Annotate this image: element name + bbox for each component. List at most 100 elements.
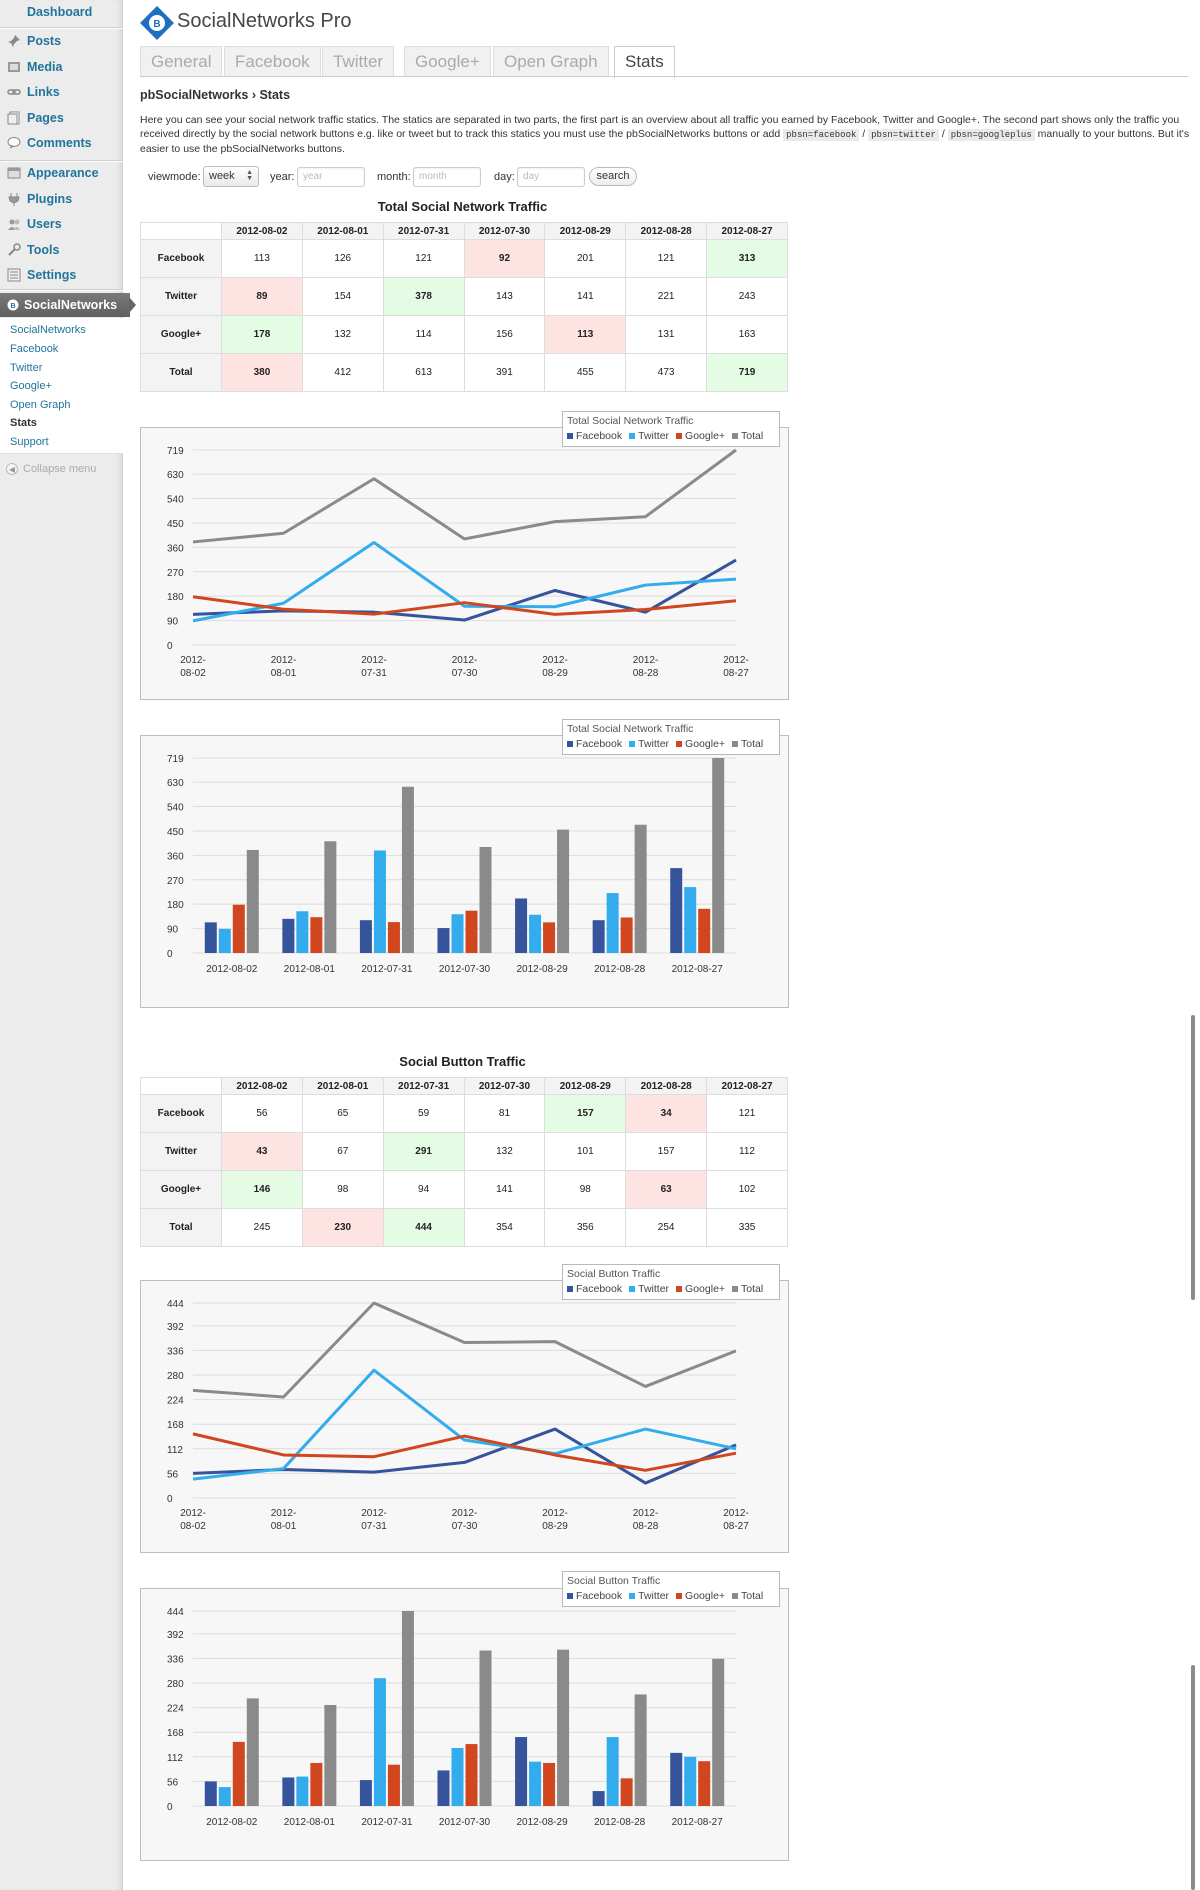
bar-total — [712, 758, 725, 953]
table-cell: 455 — [544, 353, 627, 392]
bar-googleplus — [387, 1764, 400, 1806]
x-tick-label: 2012- — [452, 1508, 478, 1519]
legend-swatch — [732, 1286, 739, 1292]
menu-posts[interactable]: Posts — [0, 29, 123, 53]
y-tick-label: 112 — [167, 1445, 183, 1456]
x-tick-label: 08-29 — [542, 1521, 568, 1532]
legend-item: Google+ — [676, 1590, 725, 1602]
bar-total — [557, 1649, 570, 1806]
x-tick-label: 07-31 — [361, 1521, 387, 1532]
submenu-googleplus[interactable]: Google+ — [10, 380, 52, 392]
legend-swatch — [676, 741, 683, 747]
menu-pages[interactable]: Pages — [0, 106, 123, 130]
button-bar-chart: 0 56 112 168 224 280 336 392 444 2012-08-02 2012-0… — [140, 1588, 789, 1861]
bar-googleplus — [698, 908, 711, 953]
table-cell: 132 — [463, 1132, 546, 1171]
menu-appearance[interactable]: Appearance — [0, 161, 123, 185]
month-label: month: — [377, 171, 411, 183]
x-tick-label: 2012- — [180, 1508, 206, 1519]
column-header: 2012-08-28 — [625, 1077, 708, 1095]
submenu-stats[interactable]: Stats — [10, 417, 37, 429]
socialnetworks-logo-icon: B — [7, 299, 19, 311]
table-cell: 291 — [382, 1132, 465, 1171]
viewmode-label: viewmode: — [148, 171, 201, 183]
column-header: 2012-07-31 — [382, 222, 465, 240]
menu-separator — [0, 289, 123, 291]
x-tick-label: 07-30 — [452, 1521, 478, 1532]
menu-comments[interactable]: Comments — [0, 131, 123, 155]
column-header: 2012-08-02 — [221, 1077, 303, 1095]
y-tick-label: 336 — [167, 1346, 184, 1357]
table-cell: 56 — [221, 1094, 303, 1133]
series-line-googleplus — [192, 1432, 737, 1472]
table-cell: 156 — [463, 315, 546, 354]
collapse-menu-button[interactable]: ◀ Collapse menu — [6, 463, 96, 475]
total-bar-chart: 0 90 180 270 360 450 540 630 719 2012-08-02 2012-0… — [140, 735, 789, 1008]
y-tick-label: 450 — [167, 827, 184, 838]
y-tick-label: 540 — [167, 495, 184, 506]
table-cell: 154 — [301, 277, 384, 316]
total-traffic-table: 2012-08-02 2012-08-01 2012-07-31 2012-07-30… — [140, 222, 788, 392]
search-button[interactable]: search — [589, 167, 637, 186]
legend-item: Total — [732, 738, 763, 750]
legend-items: Facebook Twitter Google+ Total — [567, 1590, 770, 1602]
legend-label: Google+ — [685, 430, 726, 442]
y-tick-label: 90 — [167, 925, 179, 936]
menu-media[interactable]: Media — [0, 55, 123, 79]
tab-divider — [140, 76, 1188, 77]
viewmode-select[interactable]: week ▲ ▼ — [203, 166, 259, 187]
year-input[interactable]: year — [297, 167, 365, 187]
bar-twitter — [373, 1678, 386, 1806]
tab-open-graph[interactable]: Open Graph — [493, 46, 609, 77]
legend-swatch — [629, 741, 636, 747]
tab-general[interactable]: General — [140, 46, 223, 77]
y-tick-label: 224 — [167, 1396, 184, 1407]
settings-icon — [7, 268, 21, 282]
x-tick-label: 2012- — [723, 655, 749, 666]
tab-facebook[interactable]: Facebook — [224, 46, 321, 77]
bar-twitter — [218, 1787, 231, 1806]
x-tick-label: 2012-08-28 — [594, 964, 646, 975]
scrollbar-thumb-secondary[interactable] — [1191, 1665, 1195, 1890]
menu-plugins[interactable]: Plugins — [0, 187, 123, 211]
select-arrows-icon: ▲ ▼ — [246, 169, 253, 182]
table-cell: 43 — [221, 1132, 303, 1171]
tab-twitter[interactable]: Twitter — [322, 46, 395, 77]
submenu-facebook[interactable]: Facebook — [10, 343, 59, 355]
legend-items: Facebook Twitter Google+ Total — [567, 430, 770, 442]
submenu-twitter[interactable]: Twitter — [10, 362, 43, 374]
legend-label: Total — [741, 1590, 764, 1602]
legend-label: Facebook — [576, 430, 623, 442]
legend-item: Google+ — [676, 738, 725, 750]
scrollbar-thumb[interactable] — [1191, 1015, 1195, 1300]
menu-dashboard[interactable]: Dashboard — [0, 0, 123, 24]
table-cell: 157 — [625, 1132, 708, 1171]
submenu-socialnetworks[interactable]: SocialNetworks — [10, 324, 86, 336]
menu-users[interactable]: Users — [0, 212, 123, 236]
menu-tools[interactable]: Tools — [0, 238, 123, 262]
table-cell: 157 — [544, 1094, 627, 1133]
total-bar-chart-legend: Total Social Network Traffic Facebook Twi… — [562, 719, 780, 755]
legend-label: Twitter — [638, 1590, 670, 1602]
month-input[interactable]: month — [413, 167, 481, 187]
bar-twitter — [529, 1761, 542, 1806]
menu-links[interactable]: Links — [0, 80, 123, 104]
table-row: Twitter 89 154 378 143 141 221 243 — [140, 277, 788, 316]
y-tick-label: 392 — [167, 1322, 184, 1333]
button-line-chart-legend: Social Button Traffic Facebook Twitter Goo… — [562, 1264, 780, 1300]
table-cell: 94 — [382, 1170, 465, 1209]
bar-facebook — [359, 1780, 372, 1806]
tab-stats[interactable]: Stats — [614, 46, 675, 78]
menu-socialnetworks[interactable]: B SocialNetworks — [0, 293, 136, 317]
y-tick-label: 0 — [167, 641, 173, 652]
series-line-facebook — [192, 558, 737, 622]
legend-label: Twitter — [638, 430, 670, 442]
menu-settings[interactable]: Settings — [0, 263, 123, 287]
submenu-open-graph[interactable]: Open Graph — [10, 399, 71, 411]
table-cell: 98 — [301, 1170, 384, 1209]
x-tick-label: 2012- — [542, 1508, 568, 1519]
day-input[interactable]: day — [517, 167, 585, 187]
submenu-support[interactable]: Support — [10, 436, 49, 448]
tab-googleplus[interactable]: Google+ — [404, 46, 491, 77]
y-tick-label: 280 — [167, 1371, 184, 1382]
